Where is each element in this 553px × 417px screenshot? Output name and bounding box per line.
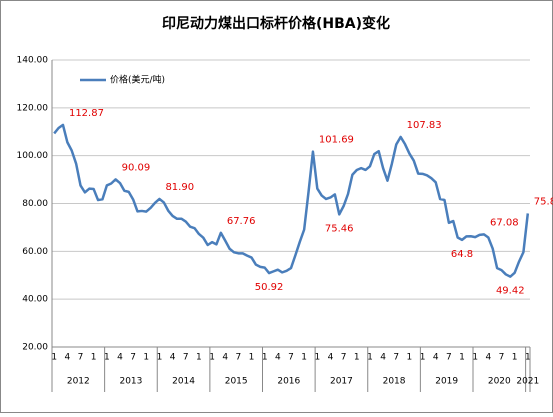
x-tick-label: 1 — [459, 353, 465, 363]
x-tick-label: 7 — [183, 353, 189, 363]
value-label: 81.90 — [165, 182, 194, 193]
x-tick-label: 1 — [301, 353, 307, 363]
x-tick-label: 7 — [78, 353, 84, 363]
value-label: 112.87 — [69, 108, 104, 119]
x-tick-label: 7 — [130, 353, 136, 363]
x-tick-label: 1 — [143, 353, 149, 363]
value-label: 67.76 — [227, 216, 256, 227]
x-tick-label: 1 — [525, 353, 531, 363]
x-tick-label: 1 — [249, 353, 255, 363]
year-label: 2017 — [330, 377, 353, 387]
x-tick-label: 1 — [512, 353, 518, 363]
x-tick-label: 1 — [157, 353, 163, 363]
legend-label: 价格(美元/吨) — [110, 74, 165, 86]
x-tick-label: 7 — [341, 353, 347, 363]
x-tick-label: 1 — [262, 353, 268, 363]
value-label: 64.8 — [451, 249, 473, 260]
x-tick-label: 1 — [314, 353, 320, 363]
year-label: 2012 — [67, 377, 90, 387]
year-label: 2021 — [516, 377, 539, 387]
x-tick-label: 7 — [393, 353, 399, 363]
x-tick-label: 7 — [236, 353, 242, 363]
value-label: 107.83 — [407, 120, 442, 131]
x-tick-label: 1 — [196, 353, 202, 363]
x-tick-label: 7 — [288, 353, 294, 363]
x-tick-label: 7 — [446, 353, 452, 363]
x-tick-label: 1 — [472, 353, 478, 363]
x-tick-label: 1 — [367, 353, 373, 363]
x-tick-label: 4 — [170, 353, 176, 363]
year-label: 2014 — [172, 377, 195, 387]
y-tick-label: 60.00 — [22, 247, 48, 257]
y-tick-label: 120.00 — [17, 103, 49, 113]
x-tick-label: 1 — [407, 353, 413, 363]
year-label: 2020 — [488, 377, 511, 387]
x-tick-label: 4 — [380, 353, 386, 363]
value-label: 75.84 — [534, 196, 553, 207]
chart-title: 印尼动力煤出口标杆价格(HBA)变化 — [162, 15, 390, 32]
x-tick-label: 4 — [433, 353, 439, 363]
x-tick-label: 1 — [51, 353, 57, 363]
year-label: 2018 — [383, 377, 406, 387]
x-tick-label: 1 — [420, 353, 426, 363]
x-tick-label: 1 — [209, 353, 215, 363]
x-tick-label: 4 — [328, 353, 334, 363]
value-label: 49.42 — [496, 286, 525, 297]
x-tick-label: 4 — [485, 353, 491, 363]
x-tick-label: 1 — [354, 353, 360, 363]
year-label: 2013 — [119, 377, 142, 387]
x-tick-label: 4 — [117, 353, 123, 363]
year-label: 2019 — [435, 377, 458, 387]
y-tick-label: 140.00 — [17, 56, 49, 66]
value-label: 50.92 — [255, 282, 284, 293]
y-tick-label: 20.00 — [22, 343, 48, 353]
x-tick-label: 7 — [499, 353, 505, 363]
value-label: 75.46 — [325, 223, 354, 234]
year-label: 2015 — [225, 377, 248, 387]
value-label: 90.09 — [122, 162, 151, 173]
x-tick-label: 4 — [64, 353, 70, 363]
x-tick-label: 4 — [275, 353, 281, 363]
y-tick-label: 40.00 — [22, 295, 48, 305]
value-label: 101.69 — [319, 135, 354, 146]
x-tick-label: 1 — [104, 353, 110, 363]
x-tick-label: 4 — [222, 353, 228, 363]
x-tick-label: 1 — [91, 353, 97, 363]
price-line — [53, 123, 530, 278]
value-label: 67.08 — [490, 217, 519, 228]
year-label: 2016 — [277, 377, 300, 387]
y-tick-label: 80.00 — [22, 199, 48, 209]
y-tick-label: 100.00 — [17, 151, 49, 161]
